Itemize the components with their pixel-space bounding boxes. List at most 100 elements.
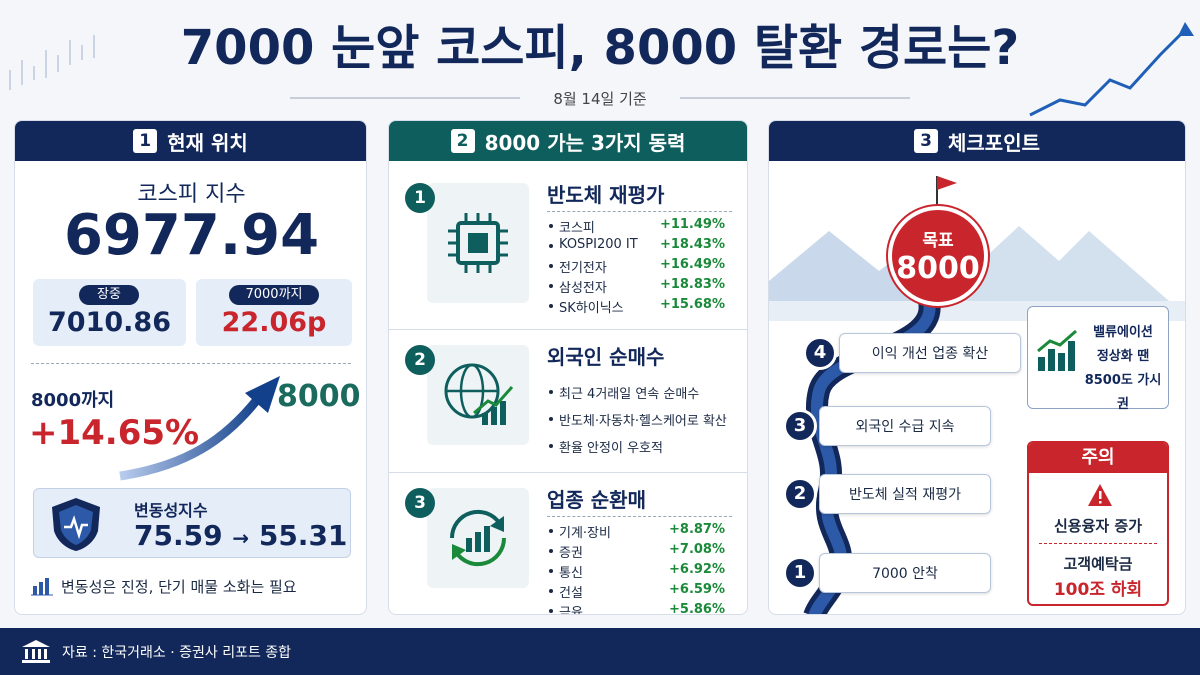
growth-icon — [1037, 329, 1077, 371]
bullet-dot — [549, 224, 553, 228]
valuation-line: 정상화 땐 — [1096, 349, 1150, 364]
goal-label: 목표 — [922, 231, 954, 251]
volatility-values: 75.59 → 55.31 — [134, 519, 347, 552]
volatility-from: 75.59 — [134, 519, 223, 552]
step-text: 이익 개선 업종 확산 — [871, 346, 989, 362]
panel-header: 2 8000 가는 3가지 동력 — [389, 121, 747, 161]
chart-icon — [31, 578, 53, 596]
caution-item: 100조 하회 — [1053, 580, 1143, 600]
driver-icon — [438, 355, 518, 439]
step-number: 2 — [783, 477, 817, 511]
icon-box — [427, 345, 529, 445]
driver-icon — [438, 203, 518, 287]
row-label: 삼성전자 — [559, 281, 607, 296]
panel-title: 8000 가는 3가지 동력 — [484, 130, 686, 155]
driver-title: 업종 순환매 — [547, 488, 646, 512]
caution-box: 주의 신용융자 증가 고객예탁금 100조 하회 — [1027, 441, 1169, 606]
panel-header: 3 체크포인트 — [769, 121, 1185, 161]
row-value: +6.59% — [669, 582, 725, 597]
row-value: +8.87% — [669, 522, 725, 537]
target-value: 8000 — [277, 379, 361, 414]
bullet: 환율 안정이 우호적 — [559, 441, 663, 456]
source: 자료 : 한국거래소 · 증권사 리포트 종합 — [62, 645, 292, 661]
row-label: 통신 — [559, 566, 583, 581]
bullet-dot — [549, 284, 553, 288]
step-text: 7000 안착 — [872, 566, 938, 582]
step-box — [839, 333, 1021, 373]
driver-title: 반도체 재평가 — [547, 183, 665, 207]
row-value: +5.86% — [669, 602, 725, 615]
panel-number: 2 — [450, 129, 475, 153]
divider — [31, 363, 351, 364]
index-label: 코스피 지수 — [137, 182, 246, 207]
step-text: 반도체 실적 재평가 — [849, 487, 961, 503]
date: 8월 14일 기준 — [553, 90, 647, 108]
target-pct: +14.65% — [29, 413, 200, 453]
arrow-icon — [119, 376, 280, 481]
panel-header: 1 현재 위치 — [15, 121, 366, 161]
row-label: 기계·장비 — [559, 526, 611, 541]
bullet-dot — [549, 529, 553, 533]
divider — [1039, 543, 1157, 544]
title: 7000 눈앞 코스피, 8000 탈환 경로는? — [180, 20, 1020, 76]
bullet-dot — [549, 264, 553, 268]
step-number: 4 — [803, 336, 837, 370]
stat-label: 장중 — [79, 285, 139, 305]
step-text: 외국인 수급 지속 — [855, 419, 955, 435]
panel-drivers: 2 8000 가는 3가지 동력 1 반도체 재평가 코스피 +11.49% KOSPI2… — [388, 120, 748, 615]
step-box — [819, 553, 991, 593]
caution-item: 고객예탁금 — [1063, 555, 1133, 573]
step-box — [819, 474, 991, 514]
valuation-line: 밸류에이션 — [1093, 325, 1153, 340]
row-label: KOSPI200 IT — [559, 237, 638, 252]
bullet-dot — [549, 569, 553, 573]
bullet: 반도체·자동차·헬스케어로 확산 — [559, 414, 727, 429]
caution-item: 신용융자 증가 — [1053, 517, 1143, 535]
volatility-label: 변동성지수 — [134, 501, 208, 520]
goal-value: 8000 — [896, 251, 980, 286]
row-value: +15.68% — [659, 297, 725, 312]
bullet-dot — [549, 244, 553, 248]
stat-box: 장중 7010.86 — [33, 279, 186, 346]
stat-label: 7000까지 — [229, 285, 319, 305]
row-label: SK하이닉스 — [559, 301, 624, 316]
volatility-arrow: → — [232, 526, 250, 550]
bullet-dot — [549, 444, 553, 448]
volatility-to: 55.31 — [258, 519, 348, 552]
step-number: 3 — [783, 409, 817, 443]
driver-icon — [438, 498, 518, 582]
stat-value: 7010.86 — [48, 307, 171, 338]
driver-number: 3 — [405, 488, 435, 518]
row-value: +16.49% — [659, 257, 725, 272]
row-label: 금융 — [559, 606, 583, 615]
bullet-dot — [549, 304, 553, 308]
bank-icon — [22, 640, 50, 663]
target-label: 8000까지 — [31, 390, 115, 411]
driver-number: 1 — [405, 183, 435, 213]
divider — [389, 329, 747, 330]
bullet: 최근 4거래일 연속 순매수 — [559, 387, 700, 402]
row-label: 건설 — [559, 586, 583, 601]
driver-title: 외국인 순매수 — [547, 345, 665, 369]
warning-icon — [1088, 484, 1112, 506]
row-label: 증권 — [559, 546, 583, 561]
caution-title: 주의 — [1029, 443, 1167, 473]
header-decoration — [9, 22, 1194, 117]
driver-number: 2 — [405, 345, 435, 375]
divider — [389, 472, 747, 473]
row-value: +18.43% — [659, 237, 725, 252]
row-label: 전기전자 — [559, 261, 607, 276]
footer: 자료 : 한국거래소 · 증권사 리포트 종합 — [0, 628, 1200, 675]
step-number: 1 — [783, 556, 817, 590]
bullet-dot — [549, 609, 553, 613]
step-box — [819, 406, 991, 446]
stat-box: 7000까지 22.06p — [196, 279, 352, 346]
row-value: +18.83% — [659, 277, 725, 292]
valuation-line: 8500도 가시권 — [1084, 373, 1162, 412]
bullet-dot — [549, 390, 553, 394]
